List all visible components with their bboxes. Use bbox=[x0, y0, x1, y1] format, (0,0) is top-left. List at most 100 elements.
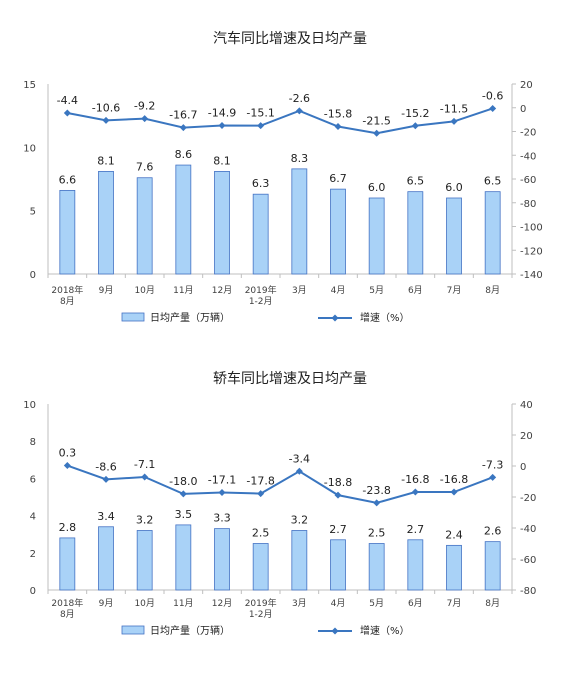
category-label: 7月 bbox=[447, 598, 462, 609]
line-point bbox=[179, 124, 187, 132]
right-tick-label: 20 bbox=[520, 431, 533, 442]
line-point bbox=[295, 107, 303, 115]
bar-value-label: 6.0 bbox=[445, 181, 463, 194]
right-tick-label: -60 bbox=[520, 175, 536, 186]
bar bbox=[175, 524, 192, 591]
category-label: 6月 bbox=[408, 598, 423, 609]
bar bbox=[252, 543, 269, 591]
category-label: 5月 bbox=[369, 285, 384, 296]
category-label: 3月 bbox=[292, 285, 307, 296]
left-tick-label: 2 bbox=[30, 549, 36, 560]
bar bbox=[330, 188, 346, 275]
right-tick-label: -100 bbox=[520, 223, 543, 234]
left-tick-label: 5 bbox=[30, 207, 36, 218]
growth-line bbox=[67, 107, 493, 135]
right-tick-label: -140 bbox=[520, 270, 543, 281]
line-value-label: -17.1 bbox=[208, 474, 236, 487]
right-tick-label: -60 bbox=[520, 555, 536, 566]
legend-bar-label: 日均产量（万辆） bbox=[150, 311, 230, 324]
legend: 日均产量（万辆） 增速（%） bbox=[121, 311, 410, 324]
bar bbox=[59, 537, 76, 591]
bar bbox=[252, 193, 269, 275]
bar bbox=[98, 526, 114, 591]
bar bbox=[136, 530, 153, 591]
line-point bbox=[489, 104, 497, 112]
bar bbox=[59, 189, 76, 275]
bar-value-label: 3.4 bbox=[97, 510, 115, 523]
category-label: 5月 bbox=[369, 598, 384, 609]
bar bbox=[368, 197, 385, 275]
bar-value-label: 6.6 bbox=[59, 173, 77, 186]
bar bbox=[98, 170, 114, 275]
line-value-label: -16.7 bbox=[169, 109, 197, 122]
line-point bbox=[450, 117, 458, 125]
bar-value-label: 6.0 bbox=[368, 181, 386, 194]
line-value-label: -2.6 bbox=[289, 92, 310, 105]
bar-value-label: 2.4 bbox=[445, 528, 463, 541]
line-value-label: -9.2 bbox=[134, 100, 155, 113]
chart-2: 轿车同比增速及日均产量 0 2 4 6 8 10 40 20 0 -20 -40 -60 -80 2018年… bbox=[23, 370, 536, 637]
right-tick-label: 0 bbox=[520, 462, 526, 473]
line-point bbox=[334, 123, 342, 131]
category-label: 4月 bbox=[331, 285, 346, 296]
bar-value-label: 8.1 bbox=[213, 154, 231, 167]
line-point bbox=[373, 129, 381, 137]
bar-value-label: 3.2 bbox=[291, 513, 309, 526]
bar-value-label: 2.7 bbox=[329, 523, 347, 536]
category-label: 8月 bbox=[485, 598, 500, 609]
line-point bbox=[411, 122, 419, 130]
line-point bbox=[373, 499, 381, 507]
bar bbox=[136, 177, 153, 275]
category-label: 12月 bbox=[212, 285, 232, 296]
right-tick-label: -20 bbox=[520, 128, 536, 139]
line-point bbox=[102, 475, 110, 483]
bar-value-label: 2.5 bbox=[368, 527, 386, 540]
line-value-label: -11.5 bbox=[440, 102, 468, 115]
line-point bbox=[295, 467, 303, 475]
category-label: 11月 bbox=[173, 285, 193, 296]
line-value-label: 0.3 bbox=[59, 447, 77, 460]
left-tick-label: 10 bbox=[23, 143, 36, 154]
left-tick-label: 15 bbox=[23, 80, 36, 91]
bar-value-label: 2.8 bbox=[59, 521, 77, 534]
legend-line-label: 增速（%） bbox=[360, 311, 410, 324]
bar bbox=[407, 539, 424, 591]
right-tick-label: -80 bbox=[520, 586, 536, 597]
line-point bbox=[218, 489, 226, 497]
bar bbox=[446, 197, 462, 275]
category-label: 6月 bbox=[408, 285, 423, 296]
line-point bbox=[218, 121, 226, 129]
bar-value-label: 2.6 bbox=[484, 525, 502, 538]
bar bbox=[175, 164, 192, 275]
bar-value-label: 6.5 bbox=[484, 175, 502, 188]
line-point bbox=[179, 490, 187, 498]
line-value-label: -4.4 bbox=[57, 94, 78, 107]
growth-line bbox=[66, 464, 494, 504]
line-value-label: -0.6 bbox=[482, 89, 503, 102]
category-label: 7月 bbox=[447, 285, 462, 296]
category-label: 9月 bbox=[99, 285, 114, 296]
right-tick-label: -80 bbox=[520, 199, 536, 210]
right-tick-label: 0 bbox=[520, 104, 526, 115]
line-point bbox=[102, 116, 110, 124]
bar bbox=[214, 528, 230, 591]
line-value-label: -8.6 bbox=[95, 460, 116, 473]
line-point bbox=[489, 473, 497, 481]
bar-value-label: 2.5 bbox=[252, 527, 270, 540]
line-point bbox=[411, 488, 419, 496]
bar-value-label: 6.3 bbox=[252, 177, 270, 190]
left-tick-label: 8 bbox=[30, 437, 36, 448]
bar-value-label: 2.7 bbox=[407, 523, 425, 536]
left-tick-label: 6 bbox=[30, 474, 36, 485]
line-point bbox=[141, 473, 149, 481]
line-value-label: -16.8 bbox=[440, 473, 468, 486]
chart-title: 轿车同比增速及日均产量 bbox=[213, 370, 367, 387]
bar bbox=[214, 170, 230, 275]
line-value-label: -10.6 bbox=[92, 101, 120, 114]
category-label: 9月 bbox=[99, 598, 114, 609]
line-value-label: -3.4 bbox=[289, 452, 310, 465]
right-tick-label: -120 bbox=[520, 246, 543, 257]
category-label: 2019年 1-2月 bbox=[245, 597, 277, 620]
bar bbox=[330, 539, 346, 591]
